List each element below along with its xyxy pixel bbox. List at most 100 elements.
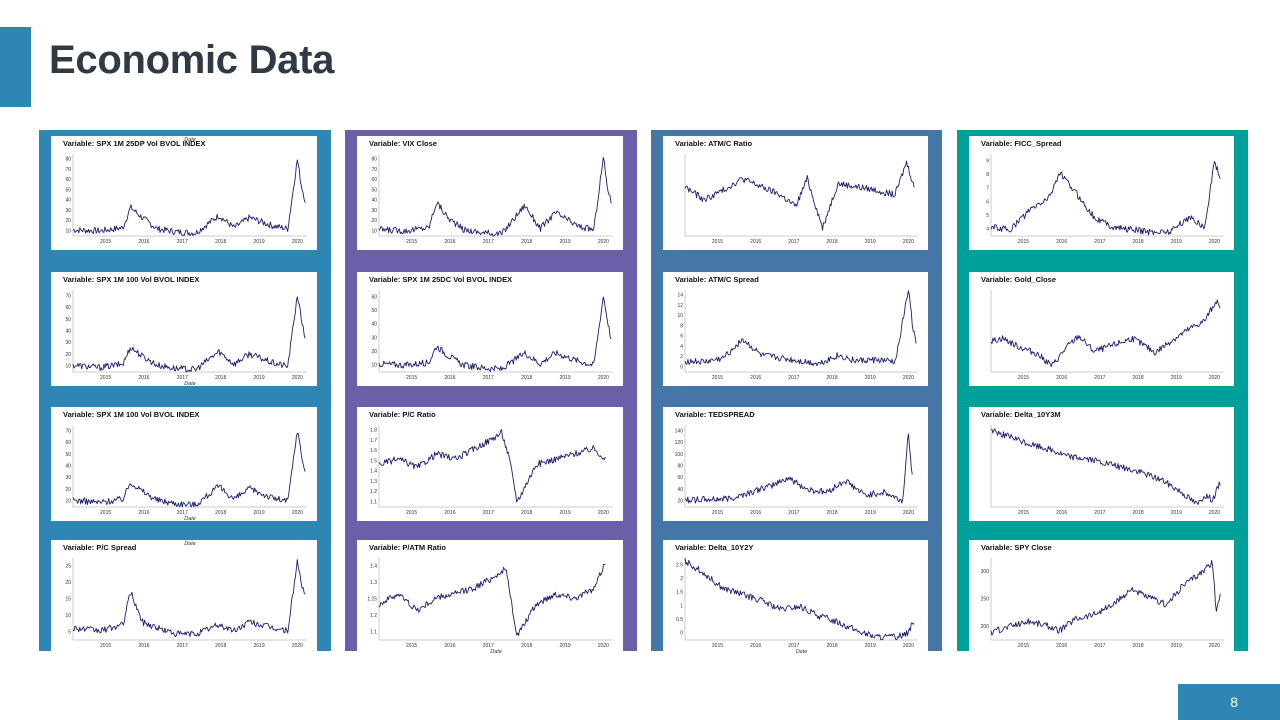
y-tick-label: 6 [680, 334, 683, 340]
y-tick-label: 1.6 [370, 448, 377, 454]
x-tick-label: 2020 [292, 375, 303, 381]
column-panel-2: Variable: VIX Close 2015 2016 2017 2018 2019 2… [345, 130, 637, 654]
chart-card: Variable: ATM/C Ratio 2015 2016 2017 2018 201… [663, 136, 928, 250]
y-tick-label: 20 [677, 499, 683, 505]
line-chart: Variable: ATM/C Ratio 2015 2016 2017 2018 201… [675, 139, 918, 245]
series-line [72, 159, 306, 237]
series-line [990, 161, 1221, 236]
line-chart: Variable: TEDSPREAD 2015 2016 2017 2018 2019 2… [675, 410, 918, 516]
y-tick-label: 5 [68, 629, 71, 635]
x-tick-label: 2015 [712, 239, 723, 245]
x-tick-label: 2016 [138, 643, 149, 649]
x-tick-label: 2017 [1094, 375, 1105, 381]
x-tick-label: 2016 [138, 239, 149, 245]
chart-card: Variable: Delta_10Y2Y 2015 2016 2017 2018 201… [663, 540, 928, 654]
x-tick-label: 2016 [138, 510, 149, 516]
chart-card: Variable: ATM/C Spread 2015 2016 2017 2018 20… [663, 272, 928, 386]
x-tick-label: 2019 [865, 643, 876, 649]
x-tick-label: 2019 [253, 510, 264, 516]
y-tick-label: 7 [986, 186, 989, 192]
chart-card: Variable: SPX 1M 25DP Vol BVOL INDEX 2015… [51, 136, 317, 250]
y-tick-label: 10 [65, 499, 71, 505]
x-tick-label: 2017 [483, 510, 494, 516]
y-tick-label: 20 [65, 218, 71, 224]
y-tick-label: 30 [65, 208, 71, 214]
chart-title: Variable: ATM/C Spread [675, 275, 759, 284]
y-tick-label: 60 [65, 305, 71, 311]
x-tick-label: 2019 [865, 510, 876, 516]
chart-card: Variable: SPX 1M 25DC Vol BVOL INDEX 2015… [357, 272, 623, 386]
x-tick-label: 2020 [1209, 375, 1220, 381]
x-tick-label: 2016 [138, 375, 149, 381]
series-line [990, 428, 1221, 505]
y-tick-label: 70 [371, 167, 377, 173]
x-tick-label: 2020 [903, 510, 914, 516]
x-axis-label: Date [796, 649, 808, 654]
chart-title: Variable: FICC_Spread [981, 139, 1062, 148]
x-tick-label: 2015 [406, 239, 417, 245]
x-tick-label: 2016 [750, 375, 761, 381]
chart-title: Variable: SPX 1M 100 Vol BVOL INDEX [63, 275, 199, 284]
y-tick-label: 60 [677, 475, 683, 481]
y-tick-label: 40 [371, 322, 377, 328]
x-tick-label: 2016 [1056, 239, 1067, 245]
x-tick-label: 2018 [826, 239, 837, 245]
y-tick-label: 300 [981, 569, 990, 575]
y-tick-label: 20 [65, 487, 71, 493]
y-tick-label: 30 [65, 475, 71, 481]
chart-title: Variable: P/C Ratio [369, 410, 436, 419]
x-axis-label: Date [184, 137, 196, 143]
x-tick-label: 2016 [1056, 510, 1067, 516]
y-tick-label: 40 [677, 487, 683, 493]
y-tick-label: 70 [65, 167, 71, 173]
x-tick-label: 2016 [750, 239, 761, 245]
y-tick-label: 40 [65, 198, 71, 204]
y-tick-label: 50 [65, 187, 71, 193]
line-chart: Variable: FICC_Spread 2015 2016 2017 2018 201… [981, 139, 1224, 245]
y-tick-label: 1.1 [370, 499, 377, 505]
x-tick-label: 2019 [253, 239, 264, 245]
y-tick-label: 250 [981, 597, 990, 603]
x-tick-label: 2019 [865, 239, 876, 245]
chart-card: Variable: Delta_10Y3M 2015 2016 2017 2018 201… [969, 407, 1234, 521]
x-tick-label: 2017 [483, 239, 494, 245]
x-tick-label: 2019 [1171, 375, 1182, 381]
y-tick-label: 2.5 [676, 562, 683, 568]
x-tick-label: 2017 [1094, 239, 1105, 245]
accent-bar [0, 27, 31, 107]
x-tick-label: 2018 [1132, 510, 1143, 516]
y-tick-label: 50 [371, 187, 377, 193]
x-tick-label: 2015 [406, 643, 417, 649]
x-tick-label: 2015 [100, 239, 111, 245]
x-tick-label: 2016 [750, 510, 761, 516]
y-tick-label: 1.5 [370, 458, 377, 464]
series-line [378, 563, 606, 637]
x-tick-label: 2018 [826, 375, 837, 381]
y-tick-label: 14 [677, 293, 683, 299]
chart-title: Variable: ATM/C Ratio [675, 139, 753, 148]
x-axis-label: Date [184, 381, 196, 386]
x-tick-label: 2015 [100, 643, 111, 649]
line-chart: Variable: SPY Close 2015 2016 2017 2018 2019 2… [981, 543, 1224, 649]
x-tick-label: 2016 [444, 510, 455, 516]
chart-card: Variable: TEDSPREAD 2015 2016 2017 2018 2019 2… [663, 407, 928, 521]
x-tick-label: 2015 [100, 375, 111, 381]
x-tick-label: 2020 [1209, 239, 1220, 245]
x-tick-label: 2016 [444, 239, 455, 245]
chart-card: Variable: SPX 1M 100 Vol BVOL INDEX 2015 2… [51, 407, 317, 521]
y-tick-label: 30 [371, 335, 377, 341]
column-panel-3: Variable: ATM/C Ratio 2015 2016 2017 2018 201… [651, 130, 942, 654]
y-tick-label: 100 [675, 452, 684, 458]
y-tick-label: 1.5 [676, 590, 683, 596]
y-tick-label: 4 [680, 344, 683, 350]
y-tick-label: 10 [371, 228, 377, 234]
series-line [378, 296, 612, 372]
y-tick-label: 9 [986, 158, 989, 164]
x-tick-label: 2019 [559, 239, 570, 245]
y-tick-label: 8 [986, 172, 989, 178]
y-tick-label: 30 [65, 340, 71, 346]
y-tick-label: 1.4 [370, 469, 377, 475]
x-tick-label: 2015 [1018, 375, 1029, 381]
